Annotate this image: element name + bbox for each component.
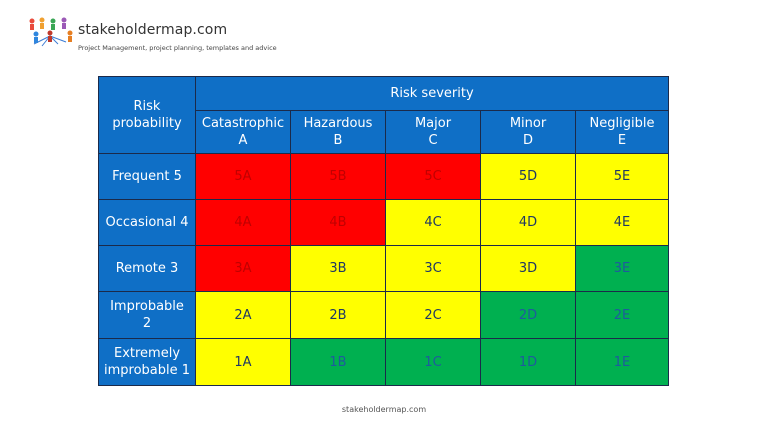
risk-cell: 2E [575,291,669,339]
table-row-improbable: Improbable 2 2A 2B 2C 2D 2E [98,291,669,339]
risk-cell: 2B [290,291,386,339]
site-tagline: Project Management, project planning, te… [78,44,277,52]
risk-cell: 4B [290,199,386,246]
risk-cell: 3E [575,245,669,292]
column-name: Minor [509,116,547,131]
table-row-frequent: Frequent 5 5A 5B 5C 5D 5E [98,153,669,200]
risk-cell: 3C [385,245,481,292]
risk-cell: 5A [195,153,291,200]
row-header: Remote 3 [98,245,196,292]
risk-cell: 5B [290,153,386,200]
corner-label-line-1: Risk [133,99,161,114]
stakeholdermap-logo [29,17,73,47]
risk-cell: 5E [575,153,669,200]
column-code: A [238,133,248,148]
risk-cell: 2C [385,291,481,339]
row-label-line-2: 2 [142,316,152,331]
risk-cell: 3B [290,245,386,292]
row-header: Improbable 2 [98,291,196,339]
corner-label-line-2: probability [112,116,182,131]
risk-cell: 4E [575,199,669,246]
column-name: Hazardous [303,116,373,131]
column-code: C [428,133,438,148]
footer-site-name: stakeholdermap.com [341,405,427,414]
column-code: B [333,133,343,148]
row-label-line-1: Extremely [113,346,181,361]
row-label-line-1: Frequent 5 [112,169,182,184]
column-name: Negligible [589,116,655,131]
column-name: Major [414,116,452,131]
row-header: Frequent 5 [98,153,196,200]
risk-cell: 4D [480,199,576,246]
row-label-line-1: Occasional 4 [105,215,189,230]
risk-cell: 4A [195,199,291,246]
risk-cell: 1E [575,338,669,386]
column-code: D [522,133,533,148]
table-row-extremely-improbable: Extremely improbable 1 1A 1B 1C 1D 1E [98,338,669,386]
risk-cell: 3D [480,245,576,292]
column-header-a: Catastrophic A [195,110,291,154]
row-header: Extremely improbable 1 [98,338,196,386]
row-label-line-2: improbable 1 [103,363,191,378]
table-row-occasional: Occasional 4 4A 4B 4C 4D 4E [98,199,669,246]
column-header-e: Negligible E [575,110,669,154]
column-header-c: Major C [385,110,481,154]
site-name: stakeholdermap.com [78,22,228,38]
risk-cell: 1A [195,338,291,386]
column-header-b: Hazardous B [290,110,386,154]
column-header-d: Minor D [480,110,576,154]
risk-cell: 2D [480,291,576,339]
column-name: Catastrophic [201,116,285,131]
risk-cell: 1D [480,338,576,386]
risk-cell: 2A [195,291,291,339]
table-row-remote: Remote 3 3A 3B 3C 3D 3E [98,245,669,292]
row-label-line-1: Remote 3 [115,261,179,276]
risk-cell: 3A [195,245,291,292]
column-code: E [617,133,627,148]
risk-severity-header: Risk severity [195,76,669,111]
risk-cell: 1B [290,338,386,386]
risk-cell: 1C [385,338,481,386]
risk-matrix-table: Risk probability Risk severity Catastrop… [98,76,669,386]
row-header: Occasional 4 [98,199,196,246]
row-label-line-1: Improbable [110,299,184,314]
corner-header-risk-probability: Risk probability [98,76,196,154]
risk-cell: 5C [385,153,481,200]
risk-cell: 5D [480,153,576,200]
risk-cell: 4C [385,199,481,246]
